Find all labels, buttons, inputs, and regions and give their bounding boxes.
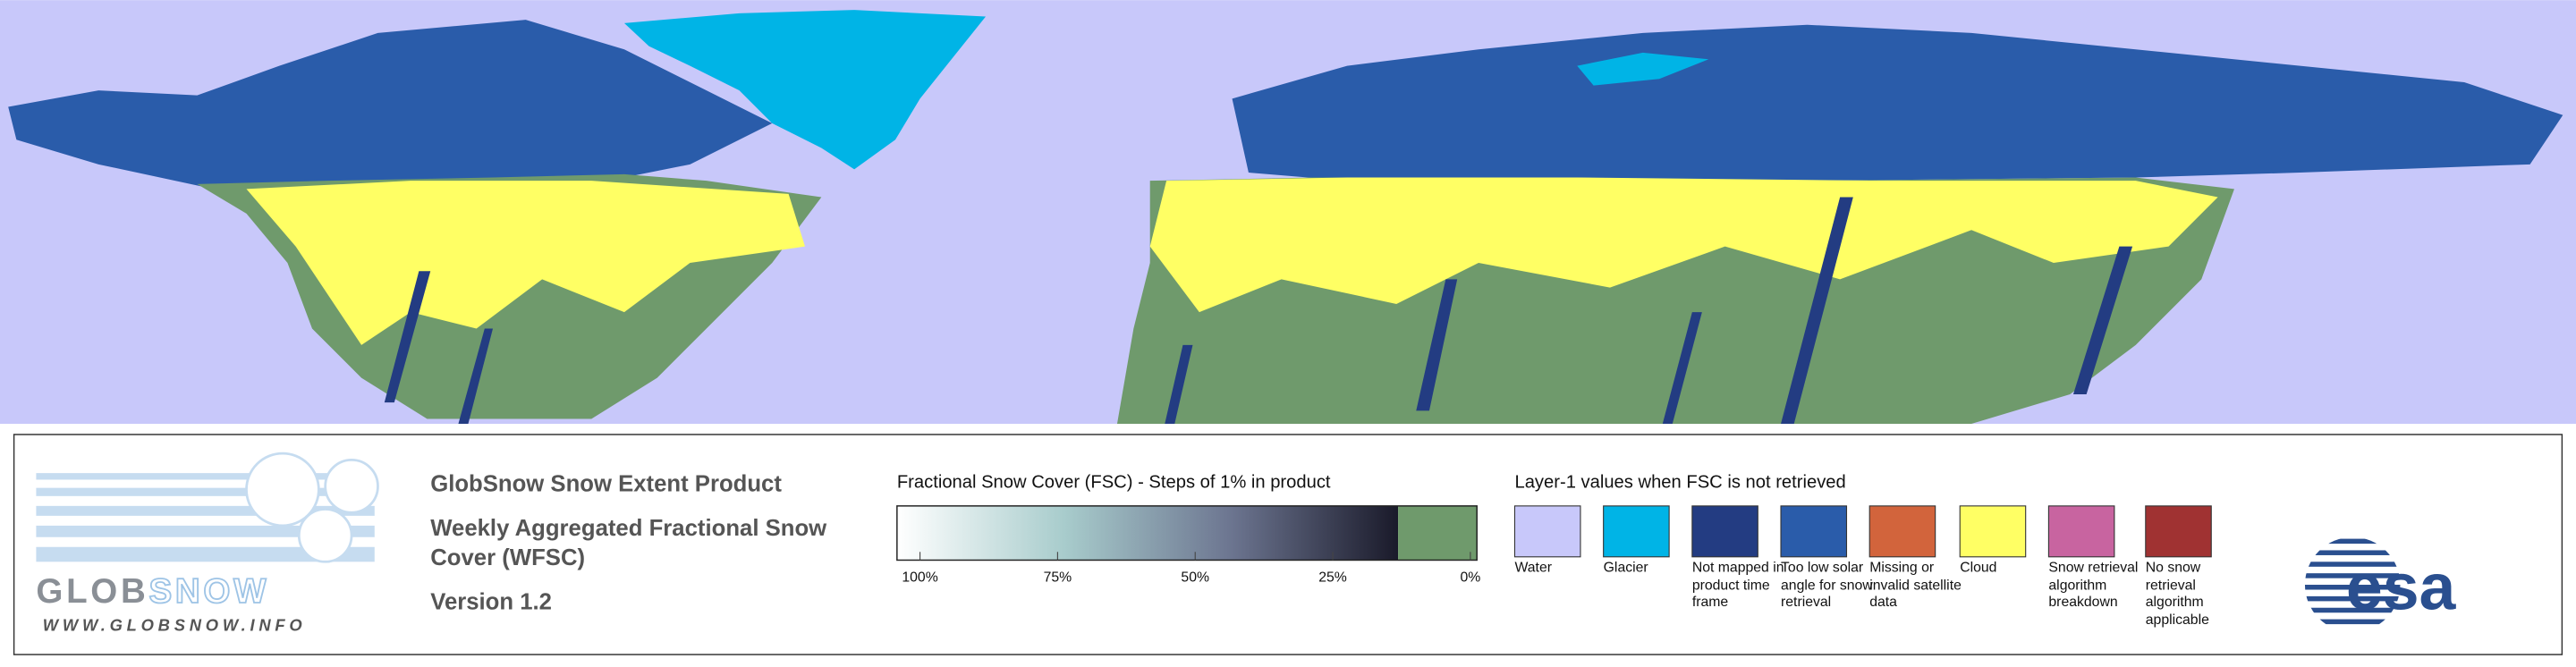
legend-label-box: Too low solar angle for snow retrieval [1781, 558, 1873, 610]
globsnow-logo: GLOBSNOW WWW.GLOBSNOW.INFO [36, 452, 379, 634]
legend-label-box: Water [1514, 558, 1552, 575]
legend-label-box: No snow retrieval algorithm applicable [2145, 558, 2209, 627]
legend-label-box: Snow retrieval algorithm breakdown [2048, 558, 2139, 610]
legend-swatch [1513, 505, 1581, 558]
gap-stripes [384, 197, 2133, 425]
na-snow [246, 181, 805, 345]
globsnow-url: WWW.GLOBSNOW.INFO [43, 615, 307, 634]
globsnow-snow: SNOW [149, 572, 270, 611]
colorbar-tick-label: 100% [902, 570, 937, 585]
greenland [623, 10, 987, 170]
layer-legend: Layer-1 values when FSC is not retrieved… [1513, 473, 2212, 627]
legend-label-box: Missing or invalid satellite data [1869, 558, 1962, 610]
colorbar-snow-free [1398, 505, 1478, 561]
legend-label: Missing or invalid satellite data [1869, 558, 1962, 610]
legend-swatch [1868, 505, 1936, 558]
legend-swatch [1780, 505, 1848, 558]
product-version: Version 1.2 [430, 590, 552, 615]
colorbar-tick-label: 75% [1044, 570, 1072, 585]
legend-swatch [2145, 505, 2212, 558]
colorbar: Fractional Snow Cover (FSC) - Steps of 1… [896, 473, 1480, 585]
esa-wordmark: esa [2346, 550, 2457, 624]
legend-swatch [1603, 505, 1670, 558]
na-north [8, 20, 773, 190]
colorbar-tick-label: 25% [1318, 570, 1347, 585]
subtitle-box: Weekly Aggregated Fractional Snow Cover … [430, 514, 827, 570]
legend-label: Glacier [1603, 558, 1648, 575]
globsnow-glob: GLOB [36, 572, 148, 611]
legend-label: No snow retrieval algorithm applicable [2145, 558, 2209, 627]
legend-label-box: Cloud [1960, 558, 1997, 575]
legend-swatch [1959, 505, 2027, 558]
legend-swatch [1691, 505, 1758, 558]
colorbar-border [896, 505, 1478, 561]
legend-label: Snow retrieval algorithm breakdown [2048, 558, 2139, 610]
legend-label: Water [1514, 558, 1552, 575]
product-subtitle: Weekly Aggregated Fractional Snow Cover … [430, 514, 827, 570]
snow-map [0, 0, 2576, 425]
eu-north [1232, 24, 2563, 182]
legend-label: Too low solar angle for snow retrieval [1781, 558, 1873, 610]
colorbar-tick-label: 50% [1181, 570, 1209, 585]
legend-title: Layer-1 values when FSC is not retrieved [1514, 473, 1845, 493]
colorbar-tick-label: 0% [1460, 570, 1480, 585]
legend-swatch [2047, 505, 2115, 558]
eu-snow [1149, 177, 2218, 313]
iceland [1577, 52, 1709, 86]
colorbar-gradient [896, 505, 1399, 561]
colorbar-title: Fractional Snow Cover (FSC) - Steps of 1… [897, 473, 1331, 493]
product-title: GlobSnow Snow Extent Product [430, 471, 782, 496]
globsnow-wordmark: GLOBSNOW [36, 572, 269, 611]
esa-logo: esa [2304, 538, 2457, 625]
legend-label-box: Glacier [1603, 558, 1648, 575]
legend-label: Not mapped in product time frame [1691, 558, 1784, 610]
legend-label: Cloud [1960, 558, 1997, 575]
legend-label-box: Not mapped in product time frame [1691, 558, 1784, 610]
